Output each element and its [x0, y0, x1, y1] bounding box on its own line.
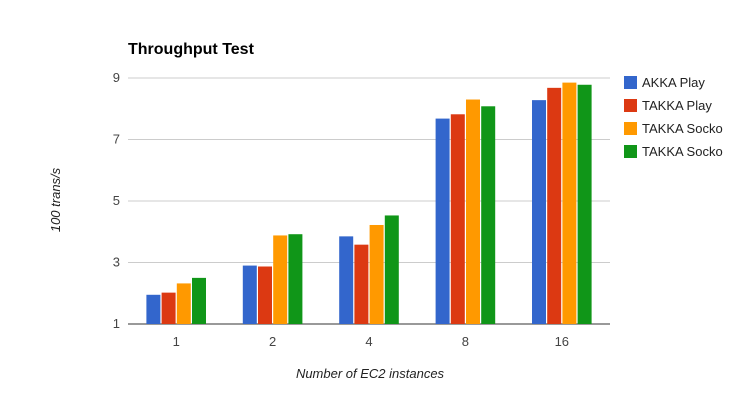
x-tick-label: 2 — [269, 334, 276, 349]
legend-label: AKKA Play — [642, 75, 705, 90]
x-axis-label: Number of EC2 instances — [296, 366, 445, 381]
x-tick-label: 16 — [555, 334, 569, 349]
bar — [354, 244, 369, 324]
x-tick-label: 8 — [462, 334, 469, 349]
y-tick-label: 1 — [113, 316, 120, 331]
bar — [258, 266, 272, 324]
bar — [466, 99, 480, 325]
legend-item: TAKKA Play — [624, 98, 712, 113]
legend-label: TAKKA Play — [642, 98, 712, 113]
x-axis-ticks: 1 2 4 8 16 — [173, 334, 569, 349]
bar — [369, 224, 384, 324]
bar — [273, 235, 288, 324]
legend-item: TAKKA Socko — [624, 121, 723, 136]
bar — [384, 215, 399, 324]
bar — [562, 82, 577, 324]
bar — [288, 234, 303, 324]
chart-title: Throughput Test — [128, 41, 255, 58]
y-axis-ticks: 1 3 5 7 9 — [113, 70, 120, 331]
legend-swatch — [624, 122, 637, 135]
legend-swatch — [624, 99, 637, 112]
bar — [242, 265, 257, 324]
legend-swatch — [624, 76, 637, 89]
legend-label: TAKKA Socko — [642, 144, 723, 159]
y-tick-label: 7 — [113, 132, 120, 147]
legend-item: TAKKA Socko — [624, 144, 723, 159]
bar — [161, 292, 176, 324]
legend-label: TAKKA Socko — [642, 121, 723, 136]
bar — [192, 277, 206, 324]
gridlines — [128, 77, 610, 325]
bar — [435, 118, 450, 324]
bar — [339, 236, 354, 324]
legend-item: AKKA Play — [624, 75, 705, 90]
legend-swatch — [624, 145, 637, 158]
bar — [450, 114, 465, 324]
bar-series — [146, 82, 592, 325]
y-tick-label: 5 — [113, 193, 120, 208]
x-tick-label: 4 — [365, 334, 372, 349]
x-tick-label: 1 — [173, 334, 180, 349]
y-tick-label: 3 — [113, 255, 120, 270]
y-axis-label: 100 trans/s — [48, 167, 63, 232]
bar — [532, 100, 546, 324]
bar — [146, 294, 161, 324]
y-tick-label: 9 — [113, 70, 120, 85]
bar — [577, 84, 592, 324]
legend: AKKA Play TAKKA Play TAKKA Socko TAKKA Sock… — [624, 75, 723, 159]
bar — [547, 87, 562, 324]
bar — [481, 106, 496, 324]
bar — [176, 283, 191, 324]
